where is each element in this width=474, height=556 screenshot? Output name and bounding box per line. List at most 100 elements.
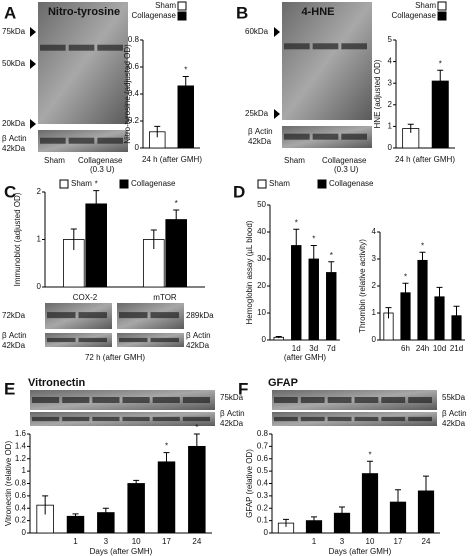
y-tick-label: 1.4 — [15, 441, 27, 450]
bar — [417, 259, 428, 341]
blot-band — [32, 416, 60, 422]
blot-band — [119, 337, 148, 343]
y-tick-label: 0.1 — [257, 516, 269, 525]
legend-swatch — [177, 1, 187, 11]
error-bar — [93, 190, 100, 218]
y-tick-label: 2 — [388, 100, 393, 109]
y-tick-label: 1 — [388, 122, 393, 131]
blot-label: β Actin — [220, 409, 245, 418]
blot-band — [341, 43, 367, 50]
blot-band — [327, 416, 352, 422]
x-tick-label: 7d — [327, 344, 336, 353]
y-tick-label: 0.4 — [257, 479, 269, 488]
y-tick-label: 0.8 — [128, 35, 140, 44]
legend-label: Collagenase — [392, 11, 437, 20]
error-bar — [72, 513, 79, 519]
blot-band — [32, 397, 60, 403]
error-bar — [173, 209, 180, 230]
blot-label: 55kDa — [442, 393, 466, 402]
error-bar — [275, 335, 282, 339]
error-bar — [154, 125, 161, 138]
y-tick-label: 0.6 — [128, 62, 140, 71]
x-tick-label: COX-2 — [73, 293, 98, 302]
blot-band — [284, 133, 310, 140]
y-tick-label: 0 — [262, 335, 267, 344]
blot-label: Sham — [44, 156, 65, 165]
chart-title: 4-HNE — [301, 6, 334, 18]
blot-arrow — [274, 27, 280, 37]
blot-band — [47, 337, 76, 343]
error-bar — [163, 452, 170, 472]
blot-label: β Actin — [248, 127, 273, 136]
y-tick-label: 0 — [372, 335, 377, 344]
x-tick-label: 1d — [292, 344, 301, 353]
y-tick-label: 0.6 — [15, 491, 27, 500]
error-bar — [395, 489, 401, 515]
y-tick-label: 10 — [257, 308, 266, 317]
error-bar — [453, 305, 460, 326]
y-tick-label: 4 — [372, 227, 377, 236]
blot-image — [38, 2, 128, 124]
x-tick-label: 10 — [132, 537, 141, 546]
x-tick-label: 21d — [450, 344, 463, 353]
error-bar — [182, 75, 189, 96]
blot-band — [327, 397, 352, 403]
blot-band — [284, 43, 310, 50]
legend-swatch — [59, 179, 69, 189]
x-tick-label: 24h — [416, 344, 429, 353]
blot-band — [122, 416, 150, 422]
error-bar — [283, 518, 289, 527]
blot-label: 42kDa — [220, 419, 244, 428]
error-bar — [402, 282, 409, 303]
blot-band — [97, 44, 123, 51]
blot-band — [312, 133, 339, 140]
legend-label: Sham — [71, 179, 92, 188]
legend-swatch — [437, 1, 447, 11]
blot-arrow — [30, 27, 36, 37]
y-tick-label: 1 — [372, 308, 377, 317]
legend-swatch — [257, 179, 267, 189]
error-bar — [293, 228, 300, 262]
blot-label: Collagenase — [78, 156, 123, 165]
y-tick-label: 0 — [37, 282, 42, 291]
blot-band — [150, 312, 179, 319]
y-tick-label: 0 — [22, 528, 27, 537]
y-axis-label: GFAP (relative OD) — [245, 449, 254, 518]
blot-band — [341, 133, 367, 140]
y-tick-label: 0.8 — [257, 429, 269, 438]
significance: * — [295, 218, 298, 227]
error-bar — [310, 245, 317, 273]
y-tick-label: 0.2 — [128, 116, 140, 125]
blot-label: 20kDa — [2, 119, 26, 128]
y-tick-label: 2 — [372, 281, 377, 290]
bar — [127, 483, 145, 534]
y-tick-label: 3 — [372, 254, 377, 263]
blot-label: 42kDa — [2, 144, 26, 153]
blot-band — [78, 312, 107, 319]
error-bar — [102, 507, 109, 517]
legend-label: Collagenase — [132, 11, 177, 20]
y-axis-label: Vitronectin (relative OD) — [4, 441, 13, 527]
y-tick-label: 0.2 — [257, 503, 269, 512]
y-tick-label: 0 — [135, 143, 140, 152]
chart-title: Vitronectin — [28, 377, 86, 389]
panel-label: A — [4, 3, 16, 22]
y-tick-label: 0 — [264, 528, 269, 537]
significance: * — [368, 450, 371, 459]
y-axis-label: Nitro-tyrosine (adjusted OD) — [123, 44, 132, 144]
error-bar — [133, 479, 140, 487]
x-tick-label: 3 — [104, 537, 109, 546]
x-tick-label: 10d — [433, 344, 446, 353]
y-tick-label: 40 — [257, 227, 266, 236]
y-tick-label: 50 — [257, 200, 266, 209]
blot-label: β Actin — [2, 331, 27, 340]
significance: * — [184, 66, 187, 75]
x-axis-label: Days (after GMH) — [329, 547, 392, 556]
blot-band — [182, 416, 210, 422]
blot-label: 42kDa — [442, 419, 466, 428]
x-tick-label: 3d — [309, 344, 318, 353]
error-bar — [311, 516, 317, 525]
blot-band — [300, 416, 325, 422]
significance: * — [195, 423, 198, 432]
panel-label: F — [238, 379, 248, 398]
